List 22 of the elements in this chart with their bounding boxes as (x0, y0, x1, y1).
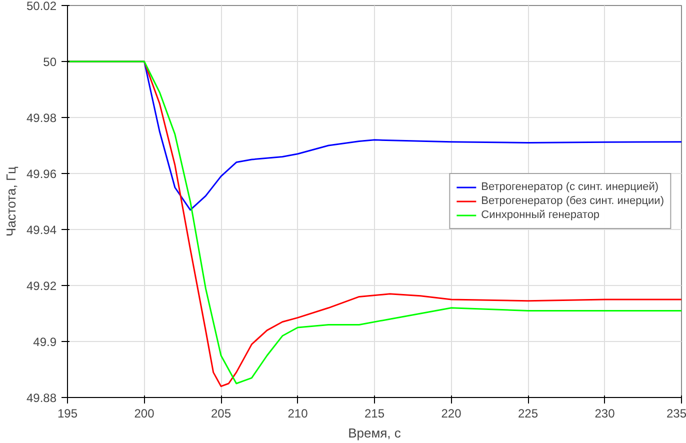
x-tick-label: 215 (364, 406, 385, 420)
y-tick-label: 50.02 (26, 0, 57, 13)
x-tick-label: 220 (441, 406, 462, 420)
y-tick-label: 50 (43, 55, 57, 69)
legend-label: Ветрогенератор (без синт. инерции) (481, 194, 664, 208)
x-tick-label: 210 (288, 406, 308, 420)
y-tick-label: 49.92 (26, 279, 57, 293)
y-tick-label: 49.94 (26, 223, 57, 237)
legend-label: Ветрогенератор (с синт. инерцией) (481, 180, 659, 194)
y-tick-label: 49.98 (26, 111, 57, 125)
x-tick-label: 205 (210, 406, 232, 420)
y-axis-title: Частота, Гц (3, 166, 18, 236)
x-tick-label: 200 (134, 406, 155, 420)
y-tick-label: 49.9 (33, 335, 57, 349)
y-tick-label: 49.96 (26, 167, 57, 181)
legend-label: Синхронный генератор (481, 208, 600, 222)
x-tick-label: 235 (666, 406, 686, 420)
x-tick-label: 195 (57, 406, 78, 420)
x-tick-label: 230 (594, 406, 616, 420)
x-axis-title: Время, с (348, 426, 402, 440)
x-tick-label: 225 (518, 406, 538, 420)
y-tick-label: 49.88 (26, 391, 57, 405)
